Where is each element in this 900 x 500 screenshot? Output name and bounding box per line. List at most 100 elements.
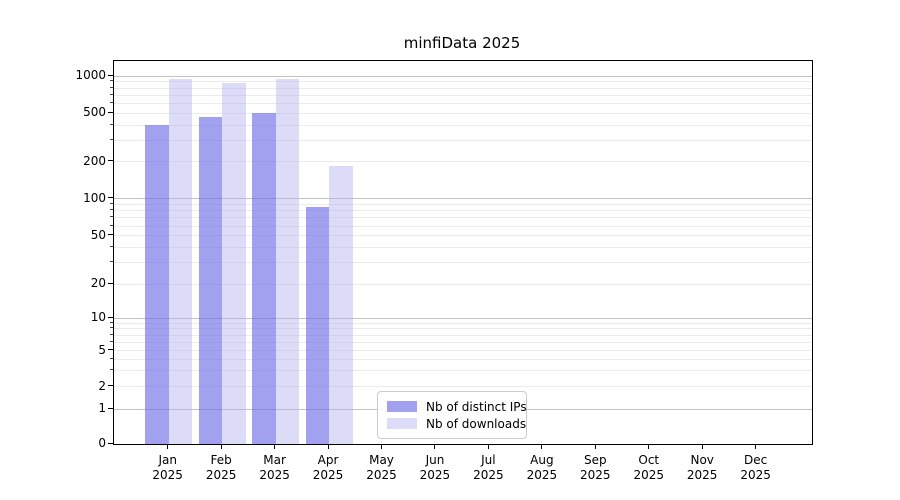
x-tick-month: May	[369, 453, 394, 467]
legend-row: Nb of distinct IPs	[387, 398, 527, 415]
x-tick-mark	[594, 444, 596, 449]
y-tick-mark	[108, 282, 113, 284]
y-tick-label: 2	[98, 378, 106, 393]
x-tick-mark	[434, 444, 436, 449]
x-tick-month: Jul	[481, 453, 496, 467]
bar-feb-distinct-ips	[198, 116, 223, 444]
y-tick-mark	[108, 234, 113, 236]
gridline	[114, 235, 812, 237]
y-tick-label: 20	[90, 276, 106, 291]
legend-swatch-distinct-ips	[387, 401, 417, 412]
x-tick-mark	[701, 444, 703, 449]
x-tick-year: 2025	[740, 468, 771, 482]
x-tick-year: 2025	[152, 468, 183, 482]
bar-mar-distinct-ips	[252, 113, 276, 444]
y-tick-label: 10	[90, 310, 106, 325]
x-tick-label-oct: Oct 2025	[618, 453, 680, 483]
y-minor-tick-mark	[110, 261, 113, 263]
x-tick-label-apr: Apr 2025	[297, 453, 359, 483]
x-tick-month: Aug	[530, 453, 554, 467]
x-tick-year: 2025	[312, 468, 344, 482]
y-tick-label: 50	[90, 227, 106, 242]
bar-apr-downloads	[329, 166, 353, 444]
x-tick-year: 2025	[366, 468, 397, 482]
gridline-minor	[114, 334, 812, 336]
y-tick-label: 1000	[75, 68, 106, 82]
bar-jan-distinct-ips	[145, 125, 169, 444]
x-tick-month: Mar	[263, 453, 286, 467]
x-tick-label-feb: Feb 2025	[190, 453, 252, 483]
bar-apr-distinct-ips	[305, 206, 330, 444]
gridline-minor	[114, 262, 812, 264]
gridline-minor	[114, 359, 812, 361]
gridline-minor	[114, 203, 812, 205]
y-tick-mark	[108, 111, 113, 113]
gridline	[114, 112, 812, 114]
y-tick-mark	[108, 385, 113, 387]
x-tick-year: 2025	[580, 468, 611, 482]
y-minor-tick-mark	[110, 123, 113, 125]
legend-swatch-downloads	[387, 418, 417, 429]
gridline-minor	[114, 225, 812, 227]
y-minor-tick-mark	[110, 209, 113, 211]
y-minor-tick-mark	[110, 327, 113, 329]
gridline-minor	[114, 124, 812, 126]
x-tick-month: Apr	[317, 453, 339, 467]
x-tick-year: 2025	[526, 468, 558, 482]
x-tick-month: Sep	[583, 453, 607, 467]
x-tick-label-jul: Jul 2025	[457, 453, 519, 483]
y-tick-mark	[108, 407, 113, 409]
gridline	[114, 198, 812, 200]
x-tick-month: Feb	[210, 453, 232, 467]
y-minor-tick-mark	[110, 369, 113, 371]
gridline	[114, 317, 812, 319]
x-tick-year: 2025	[473, 468, 504, 482]
y-minor-tick-mark	[110, 246, 113, 248]
y-tick-label: 1	[98, 401, 106, 416]
x-tick-label-nov: Nov 2025	[671, 453, 733, 483]
y-minor-tick-mark	[110, 102, 113, 104]
x-tick-mark	[487, 444, 489, 449]
y-tick-label: 100	[83, 190, 106, 205]
bar-mar-downloads	[275, 78, 300, 444]
x-tick-mark	[274, 444, 276, 449]
gridline	[114, 161, 812, 163]
gridline	[114, 283, 812, 285]
y-minor-tick-mark	[110, 93, 113, 95]
legend: Nb of distinct IPs Nb of downloads	[377, 391, 527, 439]
y-minor-tick-mark	[110, 224, 113, 226]
gridline	[114, 350, 812, 352]
legend-label: Nb of downloads	[426, 416, 527, 431]
x-tick-mark	[648, 444, 650, 449]
y-minor-tick-mark	[110, 202, 113, 204]
bar-feb-downloads	[222, 82, 246, 444]
y-tick-mark	[108, 197, 113, 199]
y-tick-mark	[108, 74, 113, 76]
bar-jan-downloads	[168, 78, 193, 444]
y-tick-mark	[108, 349, 113, 351]
gridline-minor	[114, 328, 812, 330]
legend-label: Nb of distinct IPs	[426, 399, 527, 414]
x-tick-mark	[381, 444, 382, 449]
gridline-minor	[114, 217, 812, 219]
y-minor-tick-mark	[110, 333, 113, 335]
x-tick-mark	[327, 444, 329, 449]
y-minor-tick-mark	[110, 358, 113, 360]
gridline-minor	[114, 81, 812, 83]
y-tick-mark	[108, 160, 113, 162]
x-tick-month: Oct	[638, 453, 660, 467]
x-tick-month: Nov	[690, 453, 714, 467]
gridline	[114, 75, 812, 77]
gridline-minor	[114, 210, 812, 212]
y-minor-tick-mark	[110, 216, 113, 218]
x-tick-year: 2025	[419, 468, 451, 482]
x-tick-year: 2025	[205, 468, 237, 482]
y-minor-tick-mark	[110, 86, 113, 88]
x-tick-label-sep: Sep 2025	[564, 453, 626, 483]
gridline-minor	[114, 322, 812, 324]
x-tick-mark	[541, 444, 543, 449]
x-tick-label-jun: Jun 2025	[404, 453, 466, 483]
x-tick-label-jan: Jan 2025	[137, 453, 199, 483]
x-tick-month: Dec	[744, 453, 768, 467]
